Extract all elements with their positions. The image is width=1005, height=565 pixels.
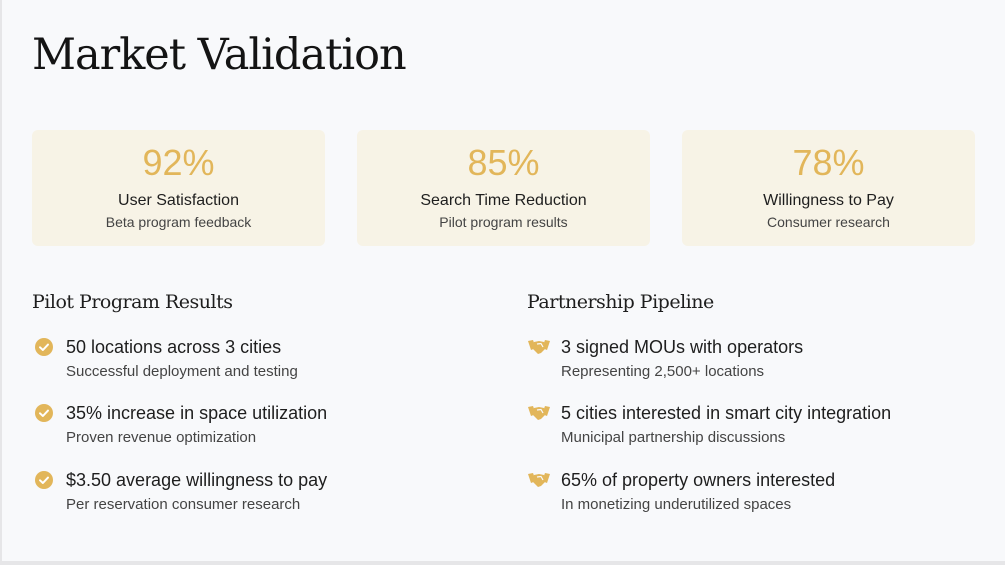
- item-heading: $3.50 average willingness to pay: [66, 470, 328, 490]
- stat-label: Search Time Reduction: [420, 192, 587, 209]
- item-heading: 50 locations across 3 cities: [66, 337, 282, 357]
- stat-card-search-time-reduction: 85% Search Time Reduction Pilot program …: [357, 130, 650, 246]
- stat-value: 78%: [792, 142, 865, 183]
- page-title: Market Validation: [32, 30, 407, 80]
- list-item: 65% of property owners interested In mon…: [527, 469, 967, 519]
- section-title: Partnership Pipeline: [527, 291, 714, 313]
- pilot-program-section: Pilot Program Results 50 locations acros…: [32, 288, 472, 513]
- item-subtext: In monetizing underutilized spaces: [561, 496, 792, 513]
- stat-subtitle: Consumer research: [767, 214, 890, 230]
- stat-card-willingness-to-pay: 78% Willingness to Pay Consumer research: [682, 130, 975, 246]
- partnership-pipeline-section: Partnership Pipeline 3 signed MOUs with …: [527, 288, 967, 513]
- item-subtext: Per reservation consumer research: [66, 496, 301, 513]
- item-subtext: Representing 2,500+ locations: [561, 363, 765, 380]
- list-item: 3 signed MOUs with operators Representin…: [527, 336, 967, 386]
- stat-label: Willingness to Pay: [763, 192, 894, 209]
- handshake-icon: [528, 340, 550, 354]
- stat-value: 85%: [467, 142, 540, 183]
- list-item: $3.50 average willingness to pay Per res…: [32, 469, 472, 519]
- stat-card-user-satisfaction: 92% User Satisfaction Beta program feedb…: [32, 130, 325, 246]
- stat-subtitle: Pilot program results: [439, 214, 568, 230]
- list-item: 50 locations across 3 cities Successful …: [32, 336, 472, 386]
- handshake-icon: [528, 473, 550, 487]
- item-subtext: Proven revenue optimization: [66, 429, 257, 446]
- stat-value: 92%: [142, 142, 215, 183]
- check-circle-icon: [35, 404, 53, 422]
- item-heading: 3 signed MOUs with operators: [561, 337, 804, 357]
- check-circle-icon: [35, 471, 53, 489]
- list-item: 35% increase in space utilization Proven…: [32, 402, 472, 452]
- stat-subtitle: Beta program feedback: [105, 214, 252, 230]
- check-circle-icon: [35, 338, 53, 356]
- item-subtext: Municipal partnership discussions: [561, 429, 786, 446]
- item-heading: 65% of property owners interested: [561, 470, 836, 490]
- item-subtext: Successful deployment and testing: [66, 363, 298, 380]
- stats-row: 92% User Satisfaction Beta program feedb…: [32, 130, 975, 246]
- item-heading: 5 cities interested in smart city integr…: [561, 403, 892, 423]
- stat-label: User Satisfaction: [118, 192, 239, 209]
- section-title: Pilot Program Results: [32, 291, 233, 313]
- item-heading: 35% increase in space utilization: [66, 403, 328, 423]
- handshake-icon: [528, 406, 550, 420]
- list-item: 5 cities interested in smart city integr…: [527, 402, 967, 452]
